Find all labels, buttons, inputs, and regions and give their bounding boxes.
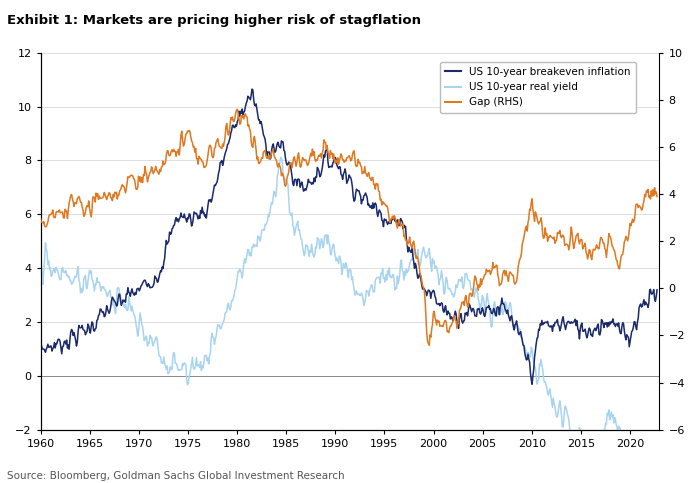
Legend: US 10-year breakeven inflation, US 10-year real yield, Gap (RHS): US 10-year breakeven inflation, US 10-ye… [440, 62, 636, 113]
Text: Exhibit 1: Markets are pricing higher risk of stagflation: Exhibit 1: Markets are pricing higher ri… [7, 14, 421, 28]
Text: Source: Bloomberg, Goldman Sachs Global Investment Research: Source: Bloomberg, Goldman Sachs Global … [7, 470, 344, 481]
